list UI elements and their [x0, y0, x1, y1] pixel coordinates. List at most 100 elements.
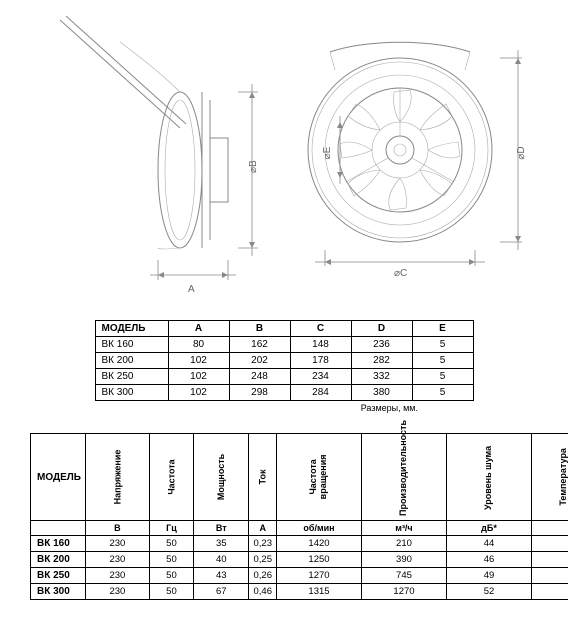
spec-header: Температура перемещаемого воздуха (макс.…: [531, 434, 568, 521]
cell: 50: [149, 536, 193, 552]
cell: 102: [168, 369, 229, 385]
cell: ВК 160: [95, 337, 168, 353]
cell: 332: [351, 369, 412, 385]
unit: м³/ч: [361, 521, 446, 536]
spec-header: Производительность: [361, 434, 446, 521]
spec-header: Частота: [149, 434, 193, 521]
spec-header: Уровень шума: [446, 434, 531, 521]
cell: 236: [351, 337, 412, 353]
spec-header: Ток: [249, 434, 277, 521]
dim-header-e: E: [412, 321, 473, 337]
cell: 44: [446, 536, 531, 552]
cell: 102: [168, 385, 229, 401]
table-row: ВК 160 230 50 35 0,23 1420 210 44 60 2: [31, 536, 568, 552]
cell: ВК 250: [95, 369, 168, 385]
cell: 49: [446, 568, 531, 584]
cell: 210: [361, 536, 446, 552]
cell: 1250: [276, 552, 361, 568]
cell: 298: [229, 385, 290, 401]
cell: 202: [229, 353, 290, 369]
spec-header: Мощность: [194, 434, 249, 521]
cell: ВК 200: [95, 353, 168, 369]
technical-drawing: A ⌀B: [0, 0, 568, 300]
cell: 67: [194, 584, 249, 600]
cell: 0,23: [249, 536, 277, 552]
table-row: ВК 300 230 50 67 0,46 1315 1270 52 60 3,…: [31, 584, 568, 600]
cell: 148: [290, 337, 351, 353]
cell: 230: [85, 536, 149, 552]
cell: 50: [149, 552, 193, 568]
dim-header-b: B: [229, 321, 290, 337]
unit-model-blank: [31, 521, 86, 536]
cell: ВК 300: [31, 584, 86, 600]
dim-header-model: МОДЕЛЬ: [95, 321, 168, 337]
dim-label-d: ⌀D: [516, 146, 527, 159]
cell: 0,26: [249, 568, 277, 584]
table-row: ВК 160 80 162 148 236 5: [95, 337, 473, 353]
cell: 60: [531, 552, 568, 568]
dim-header-a: A: [168, 321, 229, 337]
cell: 1420: [276, 536, 361, 552]
cell: 35: [194, 536, 249, 552]
dim-label-e: ⌀E: [322, 146, 333, 159]
cell: 178: [290, 353, 351, 369]
dim-label-a: A: [188, 284, 195, 295]
cell: 5: [412, 385, 473, 401]
cell: 43: [194, 568, 249, 584]
dim-label-c: ⌀C: [394, 268, 407, 279]
table-row: ВК 250 230 50 43 0,26 1270 745 49 60 2,6…: [31, 568, 568, 584]
dim-caption: Размеры, мм.: [30, 403, 418, 413]
dimensions-table: МОДЕЛЬ A B C D E ВК 160 80 162 148 236 5…: [95, 320, 474, 401]
dim-header-row: МОДЕЛЬ A B C D E: [95, 321, 473, 337]
cell: 5: [412, 337, 473, 353]
cell: 745: [361, 568, 446, 584]
table-row: ВК 250 102 248 234 332 5: [95, 369, 473, 385]
cell: 1270: [276, 568, 361, 584]
cell: ВК 250: [31, 568, 86, 584]
cell: 5: [412, 353, 473, 369]
unit: об/мин: [276, 521, 361, 536]
cell: 102: [168, 353, 229, 369]
cell: 282: [351, 353, 412, 369]
cell: 0,25: [249, 552, 277, 568]
cell: 60: [531, 536, 568, 552]
cell: 284: [290, 385, 351, 401]
cell: 248: [229, 369, 290, 385]
table-row: ВК 200 102 202 178 282 5: [95, 353, 473, 369]
unit: В: [85, 521, 149, 536]
cell: 50: [149, 584, 193, 600]
tables-area: МОДЕЛЬ A B C D E ВК 160 80 162 148 236 5…: [0, 320, 568, 600]
spec-header-row: МОДЕЛЬ Напряжение Частота Мощность Ток Ч…: [31, 434, 568, 521]
table-row: ВК 300 102 298 284 380 5: [95, 385, 473, 401]
cell: 52: [446, 584, 531, 600]
cell: 40: [194, 552, 249, 568]
unit: °C: [531, 521, 568, 536]
cell: ВК 300: [95, 385, 168, 401]
cell: 234: [290, 369, 351, 385]
cell: 60: [531, 584, 568, 600]
cell: 60: [531, 568, 568, 584]
cell: 1270: [361, 584, 446, 600]
cell: 380: [351, 385, 412, 401]
unit: дБ*: [446, 521, 531, 536]
spec-unit-row: В Гц Вт А об/мин м³/ч дБ* °C кг: [31, 521, 568, 536]
table-row: ВК 200 230 50 40 0,25 1250 390 46 60 2,2…: [31, 552, 568, 568]
cell: 50: [149, 568, 193, 584]
drawing-svg: A ⌀B: [0, 0, 568, 300]
dim-header-d: D: [351, 321, 412, 337]
unit: Гц: [149, 521, 193, 536]
cell: 162: [229, 337, 290, 353]
cell: 230: [85, 568, 149, 584]
cell: ВК 160: [31, 536, 86, 552]
dim-label-b: ⌀B: [248, 160, 259, 173]
cell: 5: [412, 369, 473, 385]
cell: 0,46: [249, 584, 277, 600]
cell: 230: [85, 584, 149, 600]
spec-header-model: МОДЕЛЬ: [31, 434, 86, 521]
unit: А: [249, 521, 277, 536]
cell: 46: [446, 552, 531, 568]
cell: 230: [85, 552, 149, 568]
spec-header: Частота вращения: [276, 434, 361, 521]
spec-header: Напряжение: [85, 434, 149, 521]
cell: 1315: [276, 584, 361, 600]
